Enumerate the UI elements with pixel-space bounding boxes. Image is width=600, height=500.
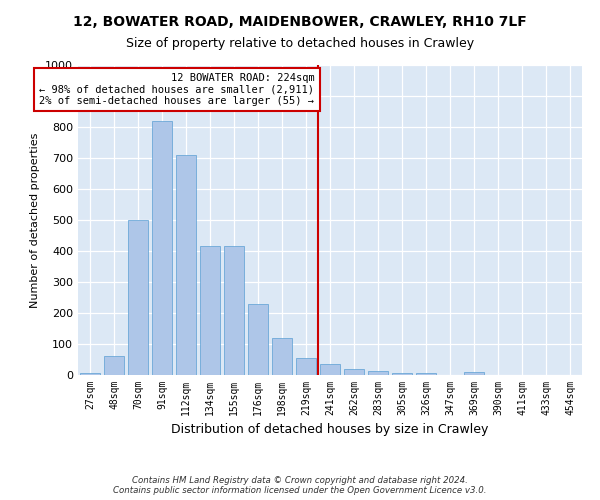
Bar [200,246,220,375]
Bar [152,121,172,375]
Bar [128,220,148,375]
Bar [368,372,388,375]
Bar [176,155,196,375]
Bar [464,372,484,375]
Bar [392,372,412,375]
Bar [224,246,244,375]
Bar [272,338,292,375]
Bar [296,358,316,375]
Text: Size of property relative to detached houses in Crawley: Size of property relative to detached ho… [126,38,474,51]
Bar [104,356,124,375]
Bar [344,369,364,375]
Text: Contains HM Land Registry data © Crown copyright and database right 2024.
Contai: Contains HM Land Registry data © Crown c… [113,476,487,495]
Bar [416,374,436,375]
Bar [320,364,340,375]
X-axis label: Distribution of detached houses by size in Crawley: Distribution of detached houses by size … [172,424,488,436]
Y-axis label: Number of detached properties: Number of detached properties [29,132,40,308]
Text: 12, BOWATER ROAD, MAIDENBOWER, CRAWLEY, RH10 7LF: 12, BOWATER ROAD, MAIDENBOWER, CRAWLEY, … [73,15,527,29]
Text: 12 BOWATER ROAD: 224sqm
← 98% of detached houses are smaller (2,911)
2% of semi-: 12 BOWATER ROAD: 224sqm ← 98% of detache… [40,72,314,106]
Bar [248,304,268,375]
Bar [80,372,100,375]
